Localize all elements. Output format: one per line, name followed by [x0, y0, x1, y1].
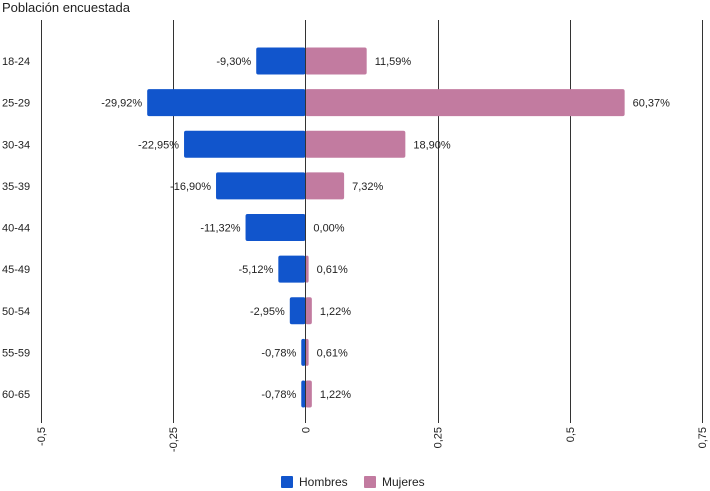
data-label-mujeres-45-49: 0,61% — [317, 264, 348, 276]
category-label-30-34: 30-34 — [2, 139, 30, 151]
data-label-hombres-40-44: -11,32% — [200, 223, 240, 235]
data-label-mujeres-18-24: 11,59% — [375, 56, 412, 68]
x-tick-label: 0,5 — [565, 427, 577, 442]
category-label-55-59: 55-59 — [2, 347, 30, 359]
data-label-mujeres-25-29: 60,37% — [633, 98, 671, 110]
data-label-mujeres-30-34: 18,90% — [413, 139, 451, 151]
bar-hombres-30-34[interactable] — [184, 130, 306, 158]
bar-hombres-60-65[interactable] — [301, 380, 306, 408]
x-tick-label: -0,25 — [168, 427, 180, 452]
x-tick-labels: -0,5 -0,25 0 0,25 0,5 0,75 — [36, 427, 709, 452]
data-label-mujeres-35-39: 7,32% — [352, 181, 383, 193]
data-label-hombres-45-49: -5,12% — [238, 264, 273, 276]
category-labels: 18-24 25-29 30-34 35-39 40-44 45-49 50-54 55-59… — [2, 56, 30, 401]
legend-swatch-mujeres — [364, 476, 376, 488]
legend-label-hombres: Hombres — [299, 475, 348, 489]
data-label-hombres-18-24: -9,30% — [216, 56, 251, 68]
bar-mujeres-55-59[interactable] — [305, 338, 309, 366]
data-label-hombres-35-39: -16,90% — [170, 181, 211, 193]
bar-hombres-45-49[interactable] — [278, 255, 306, 283]
bar-hombres-40-44[interactable] — [245, 214, 306, 241]
data-label-mujeres-50-54: 1,22% — [320, 306, 351, 318]
legend: Hombres Mujeres — [0, 474, 710, 490]
category-label-25-29: 25-29 — [2, 98, 30, 110]
legend-item-hombres[interactable]: Hombres — [281, 474, 348, 490]
legend-swatch-hombres — [281, 476, 293, 488]
bar-mujeres-35-39[interactable] — [305, 172, 345, 200]
category-label-50-54: 50-54 — [2, 306, 30, 318]
bars — [147, 47, 625, 408]
legend-label-mujeres: Mujeres — [382, 475, 425, 489]
bar-mujeres-45-49[interactable] — [305, 255, 309, 283]
bar-hombres-55-59[interactable] — [301, 338, 306, 366]
data-label-hombres-55-59: -0,78% — [261, 347, 296, 359]
chart-title: Población encuestada — [2, 0, 130, 15]
bar-hombres-50-54[interactable] — [289, 297, 306, 325]
x-tick-label: 0 — [300, 427, 312, 433]
data-label-hombres-50-54: -2,95% — [250, 306, 285, 318]
bar-mujeres-25-29[interactable] — [305, 89, 625, 117]
data-label-hombres-30-34: -22,95% — [138, 139, 179, 151]
data-label-hombres-25-29: -29,92% — [101, 98, 142, 110]
bar-hombres-25-29[interactable] — [147, 89, 306, 117]
data-label-mujeres-40-44: 0,00% — [313, 223, 344, 235]
category-label-45-49: 45-49 — [2, 264, 30, 276]
bar-hombres-18-24[interactable] — [256, 47, 306, 75]
bar-mujeres-60-65[interactable] — [305, 380, 312, 408]
x-tick-label: 0,25 — [433, 427, 445, 448]
legend-item-mujeres[interactable]: Mujeres — [364, 474, 425, 490]
data-label-mujeres-60-65: 1,22% — [320, 389, 351, 401]
data-label-mujeres-55-59: 0,61% — [317, 347, 348, 359]
category-label-18-24: 18-24 — [2, 56, 30, 68]
data-labels: -9,30% 11,59% -29,92% 60,37% -22,95% 18,90% -1… — [101, 56, 670, 401]
bar-mujeres-50-54[interactable] — [305, 297, 312, 325]
x-tick-label: 0,75 — [697, 427, 709, 448]
bar-mujeres-30-34[interactable] — [305, 130, 406, 158]
category-label-35-39: 35-39 — [2, 181, 30, 193]
x-tick-label: -0,5 — [36, 427, 48, 446]
bar-hombres-35-39[interactable] — [216, 172, 306, 200]
category-label-60-65: 60-65 — [2, 389, 30, 401]
bar-mujeres-18-24[interactable] — [305, 47, 367, 75]
data-label-hombres-60-65: -0,78% — [261, 389, 296, 401]
category-label-40-44: 40-44 — [2, 223, 30, 235]
gridlines — [41, 20, 703, 423]
